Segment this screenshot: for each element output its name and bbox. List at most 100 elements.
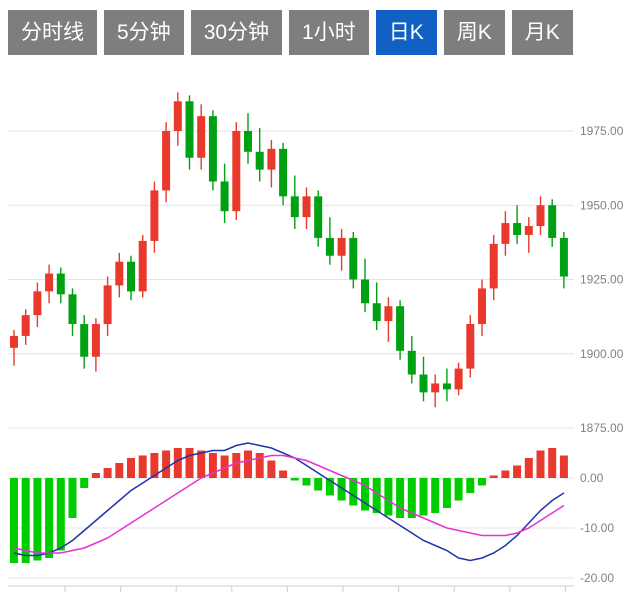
macd-histogram-bar xyxy=(489,475,498,478)
macd-histogram-bar xyxy=(56,478,65,551)
macd-histogram-bar xyxy=(21,478,30,563)
candle-body xyxy=(431,383,440,393)
macd-histogram-bar xyxy=(185,448,194,478)
macd-histogram-bar xyxy=(454,478,463,501)
candle-body xyxy=(466,324,475,369)
macd-histogram-bar xyxy=(103,468,112,478)
tab-weekly-k[interactable]: 周K xyxy=(443,10,505,55)
macd-histogram-bar xyxy=(361,478,369,511)
candle-body xyxy=(489,243,498,289)
macd-histogram-bar xyxy=(431,478,440,513)
candle-body xyxy=(80,324,89,357)
candle-body xyxy=(501,223,510,244)
candle-body xyxy=(91,324,100,357)
price-axis-label: 1875.00 xyxy=(580,421,624,435)
tab-timeline[interactable]: 分时线 xyxy=(8,10,97,55)
macd-histogram-bar xyxy=(255,453,264,478)
candle-body xyxy=(325,237,334,256)
candle-body xyxy=(361,279,369,304)
macd-histogram-bar xyxy=(501,470,510,478)
candle-body xyxy=(279,148,288,197)
candle-body xyxy=(478,288,486,325)
macd-axis-label: -20.00 xyxy=(580,571,614,585)
macd-histogram-bar xyxy=(290,478,299,481)
candle-body xyxy=(267,148,276,170)
candle-body xyxy=(162,131,171,191)
candle-body xyxy=(513,223,522,235)
macd-histogram-bar xyxy=(150,453,159,478)
price-axis-label: 1900.00 xyxy=(580,347,624,361)
tab-1hour[interactable]: 1小时 xyxy=(289,10,369,55)
macd-histogram-bar xyxy=(384,478,393,516)
candle-body xyxy=(185,101,194,158)
macd-histogram-bar xyxy=(279,470,288,478)
candle-body xyxy=(302,196,311,218)
candle-body xyxy=(384,306,393,322)
macd-histogram-bar xyxy=(68,478,77,518)
macd-histogram-bar xyxy=(513,465,522,478)
candle-body xyxy=(45,273,54,292)
candle-body xyxy=(349,237,358,280)
price-axis-label: 1950.00 xyxy=(580,198,624,212)
macd-histogram-bar xyxy=(442,478,451,508)
macd-histogram-bar xyxy=(162,450,171,478)
macd-histogram-bar xyxy=(536,450,545,478)
macd-histogram-bar xyxy=(220,455,229,478)
macd-histogram-bar xyxy=(396,478,405,518)
macd-histogram-bar xyxy=(407,478,416,518)
candle-body xyxy=(197,116,206,158)
candle-body xyxy=(10,335,18,348)
candle-body xyxy=(56,273,65,295)
macd-histogram-bar xyxy=(302,478,311,486)
candle-body xyxy=(115,261,124,286)
macd-histogram-bar xyxy=(466,478,475,493)
tab-daily-k[interactable]: 日K xyxy=(375,10,437,55)
price-axis-label: 1925.00 xyxy=(580,273,624,287)
macd-histogram-bar xyxy=(325,478,334,496)
macd-histogram-bar xyxy=(244,450,252,478)
tab-monthly-k[interactable]: 月K xyxy=(511,10,573,55)
candle-body xyxy=(173,101,182,131)
macd-dif-line xyxy=(13,442,565,562)
macd-histogram-bar xyxy=(372,478,381,513)
candle-body xyxy=(337,237,346,256)
candle-body xyxy=(536,205,545,227)
candle-body xyxy=(103,285,112,325)
candle-body xyxy=(21,315,30,336)
price-axis-label: 1975.00 xyxy=(580,124,624,138)
candle-body xyxy=(407,350,416,375)
macd-histogram-bar xyxy=(197,450,206,478)
candle-body xyxy=(127,261,135,292)
macd-histogram-bar xyxy=(115,463,124,478)
macd-dea-line xyxy=(13,454,565,554)
candle-body xyxy=(419,374,428,393)
macd-axis-label: 0.00 xyxy=(580,471,604,485)
macd-histogram-bar xyxy=(337,478,346,501)
tab-5min[interactable]: 5分钟 xyxy=(104,10,184,55)
candle-body xyxy=(454,368,463,390)
tab-30min[interactable]: 30分钟 xyxy=(190,10,283,55)
candle-body xyxy=(33,291,42,316)
macd-histogram-bar xyxy=(524,458,533,478)
macd-axis-label: -10.00 xyxy=(580,521,614,535)
macd-histogram-bar xyxy=(232,453,241,478)
candle-body xyxy=(255,151,264,170)
macd-histogram-bar xyxy=(548,448,557,478)
macd-histogram-bar xyxy=(314,478,323,491)
candle-body xyxy=(314,196,323,238)
macd-histogram-bar xyxy=(173,448,182,478)
macd-histogram-bar xyxy=(138,455,147,478)
macd-histogram-bar xyxy=(419,478,428,516)
macd-histogram-bar xyxy=(33,478,42,561)
candle-body xyxy=(244,131,252,152)
macd-histogram-bar xyxy=(208,453,217,478)
macd-histogram-bar xyxy=(45,478,54,558)
candle-body xyxy=(138,240,147,292)
candle-body xyxy=(232,131,241,212)
macd-histogram-bar xyxy=(559,455,568,478)
macd-histogram-bar xyxy=(267,460,276,478)
candle-body xyxy=(290,196,299,218)
candle-body xyxy=(208,116,217,182)
candle-body xyxy=(220,181,229,212)
